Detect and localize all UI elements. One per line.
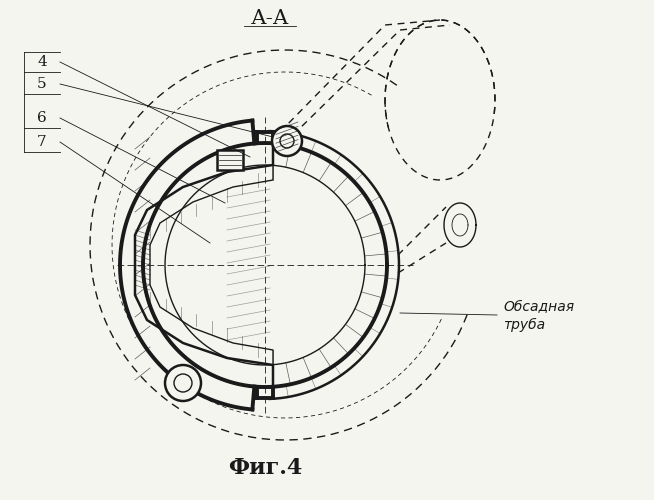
Bar <box>217 150 243 170</box>
Text: Обсадная: Обсадная <box>503 300 574 314</box>
Text: труба: труба <box>503 318 545 332</box>
Text: 7: 7 <box>37 135 47 149</box>
Text: Фиг.4: Фиг.4 <box>228 457 302 479</box>
Text: 6: 6 <box>37 111 47 125</box>
Circle shape <box>165 365 201 401</box>
Text: А-А: А-А <box>250 8 289 28</box>
Circle shape <box>272 126 302 156</box>
Text: 5: 5 <box>37 77 47 91</box>
Text: 4: 4 <box>37 55 47 69</box>
